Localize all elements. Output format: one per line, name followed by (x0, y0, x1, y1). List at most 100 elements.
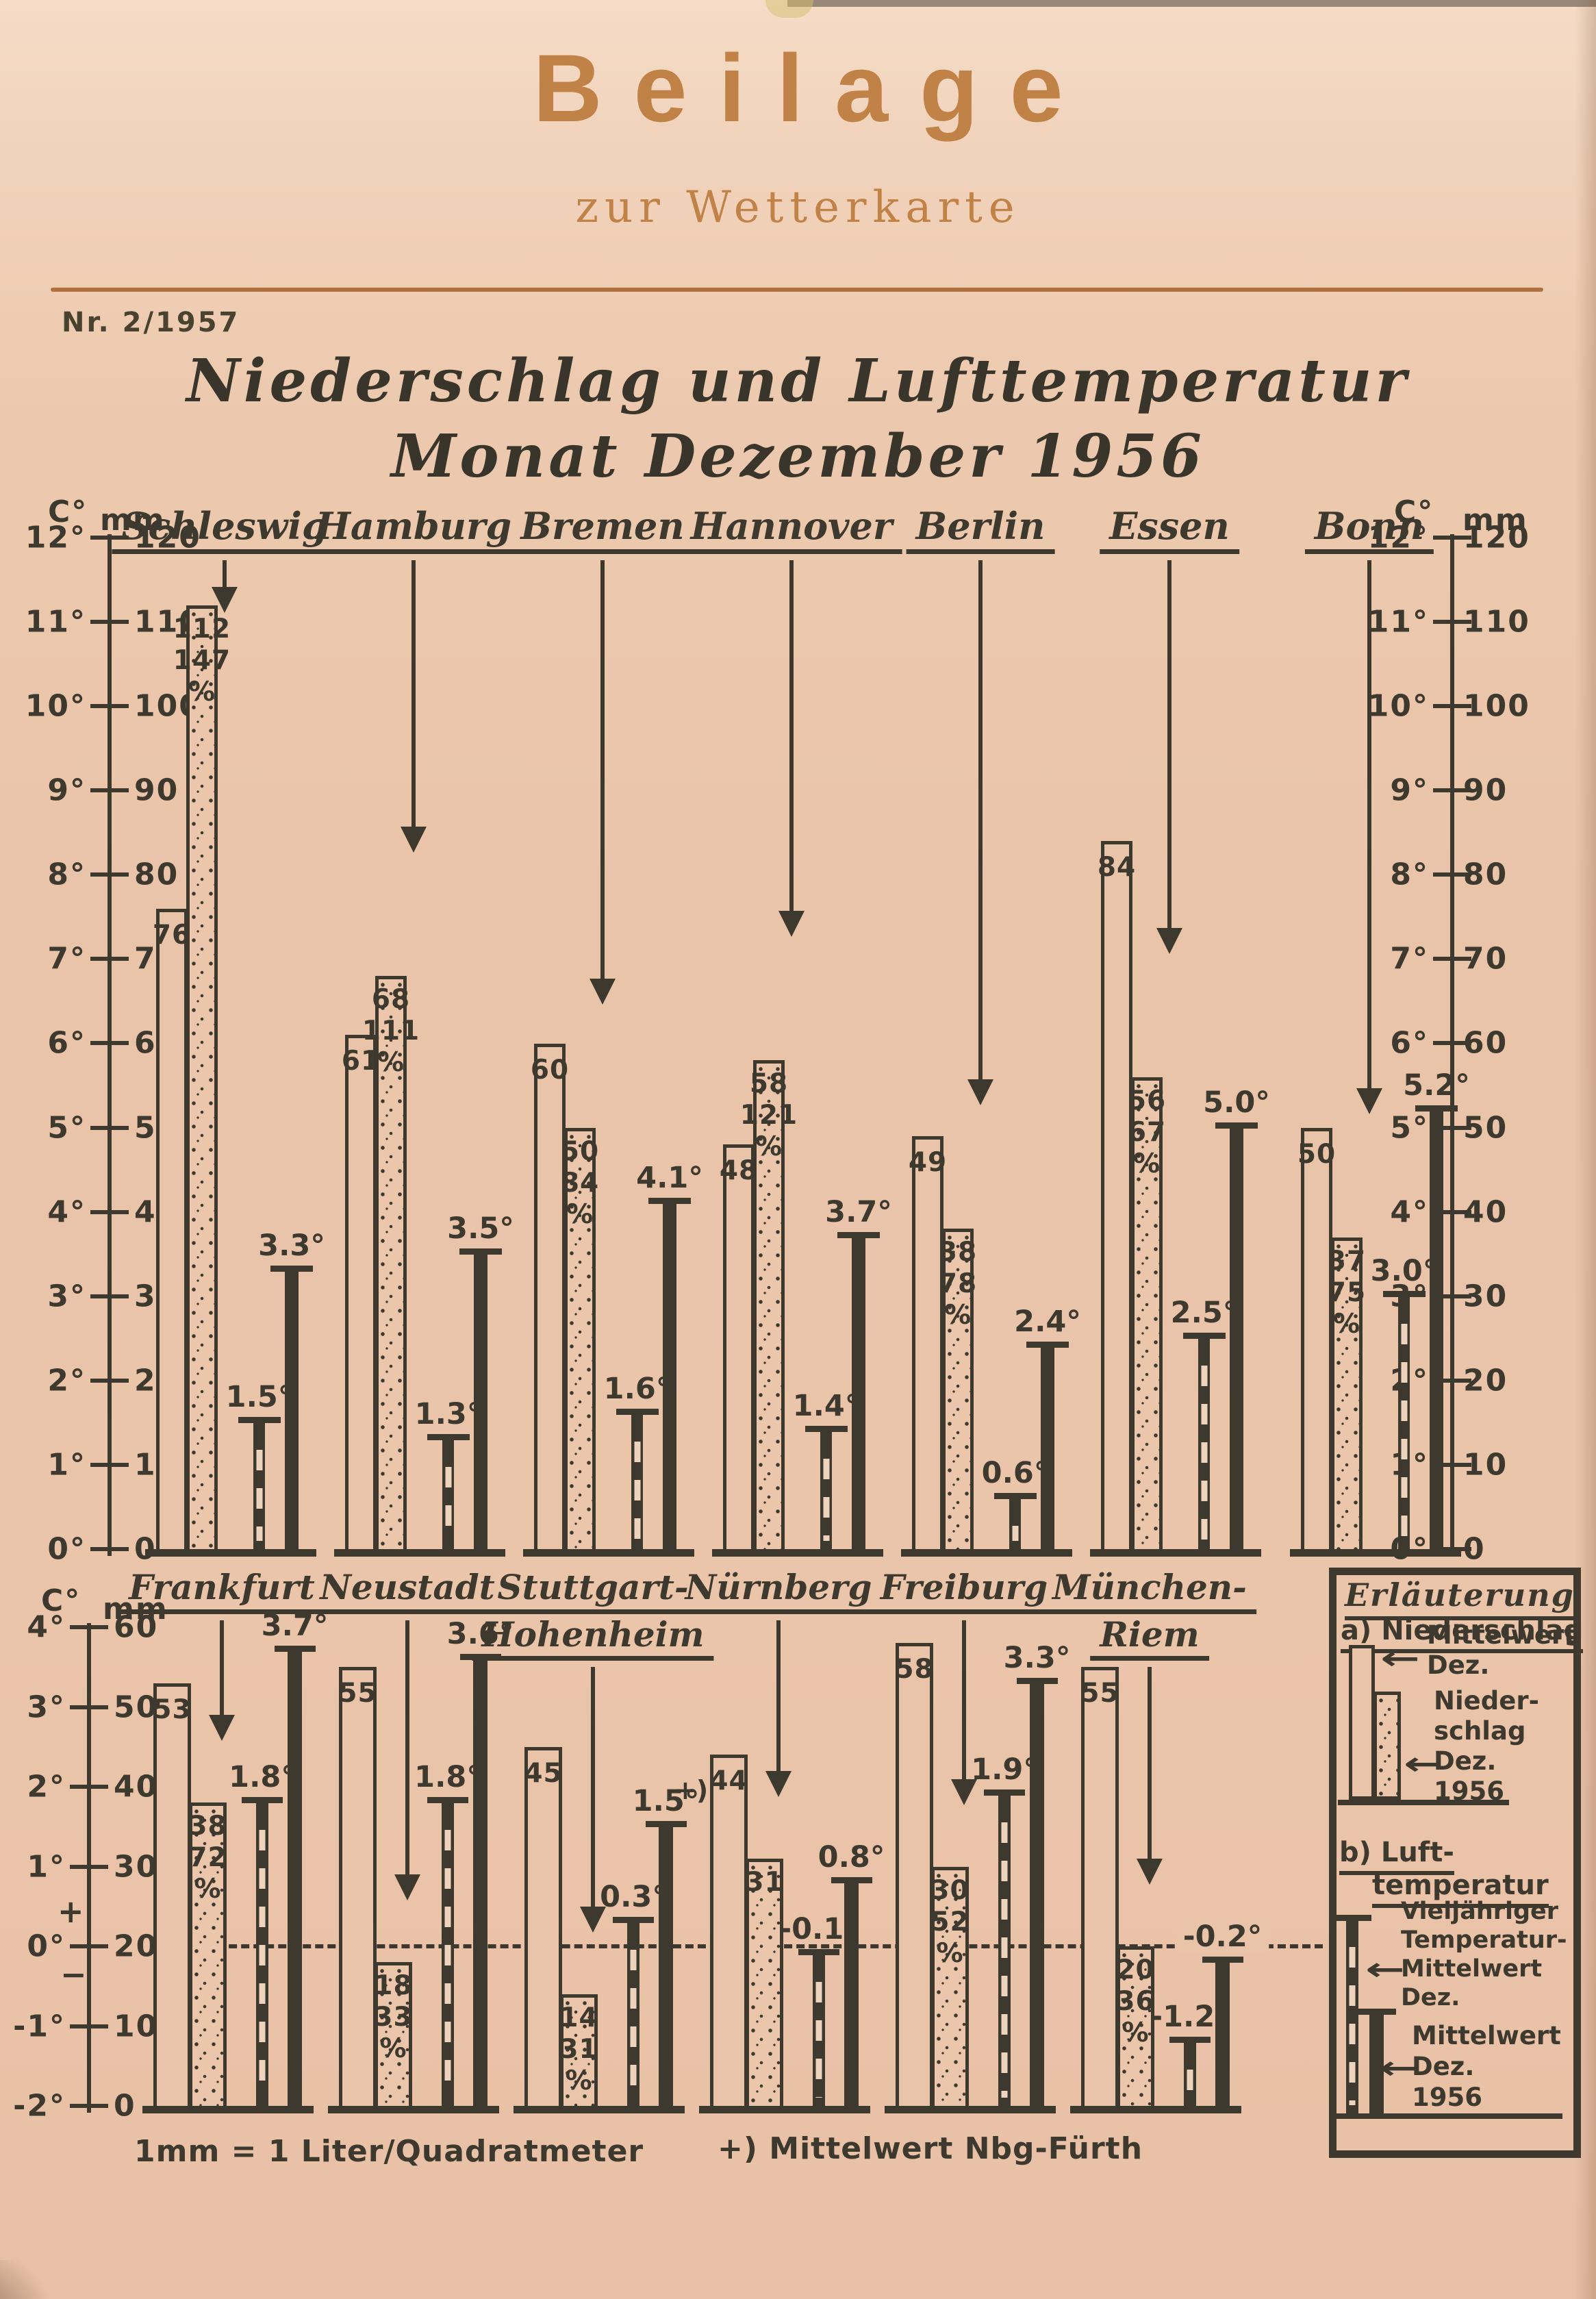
panel0-axis0-mm-unit: mm (100, 503, 166, 538)
neustadt-1956-precip-value: 18 (374, 1970, 413, 2002)
panel1-axis0-temp-tick-label: -1° (13, 2009, 66, 2044)
panel1-axis0-temp-tick-label: 3° (27, 1689, 66, 1724)
nrnberg-pointer-stem (776, 1620, 781, 1771)
nrnberg-mean-precip-bar (710, 1755, 748, 2109)
freiburg-mean-precip-bar (896, 1643, 933, 2109)
legend-arrow-1956-temp: ← (1379, 2049, 1419, 2086)
hamburg-mean-temp-bar (442, 1439, 454, 1549)
panel0-axis0-temp-tick-label: 3° (47, 1279, 86, 1314)
panel0-axis1-mm-tick-label: 80 (1463, 857, 1508, 892)
bonn-pointer-arrowhead (1356, 1088, 1382, 1114)
panel1-axis0-temp-tick-label: -2° (13, 2088, 66, 2124)
schleswig-1956-temp-bar (285, 1270, 299, 1549)
legend-baseline-a (1338, 1800, 1509, 1805)
legend-section-a-heading: a) Niederschlag (1341, 1615, 1584, 1653)
panel0-axis1-mm-tick-label: 20 (1463, 1363, 1508, 1398)
legend-1956-precip-label: Nieder-schlag Dez. 1956 (1434, 1686, 1539, 1806)
panel0-axis1-temp-tick-label: 10° (1367, 688, 1429, 724)
berlin-mean-precip-bar (912, 1135, 943, 1553)
panel0-axis0-tick (90, 1041, 129, 1046)
panel0-axis1-tick (1433, 1546, 1471, 1551)
panel0-axis1-tick (1433, 1378, 1471, 1383)
neustadt-baseline (328, 2106, 499, 2113)
freiburg-1956-precip-bar (931, 1866, 969, 2109)
mnchenriem-1956-precip-pct: 36 (1116, 1986, 1155, 2017)
frankfurt-1956-temp-bar (288, 1650, 302, 2106)
freiburg-pointer-arrowhead (951, 1779, 977, 1805)
essen-pointer-stem (1167, 560, 1171, 928)
neustadt-1956-temp-value: 3.6° (446, 1616, 514, 1651)
nrnberg-city-label: Nürnberg (675, 1567, 882, 1614)
bonn-mean-precip-bar (1301, 1127, 1332, 1553)
scan-artifact-corner-shadow (0, 2260, 68, 2299)
panel0-axis0-temp-tick-label: 1° (47, 1447, 86, 1483)
hannover-mean-temp-cap (805, 1425, 848, 1432)
stuttgarthohenheim-pointer-arrowhead (580, 1906, 606, 1933)
panel0-axis0-tick (90, 536, 129, 540)
bonn-1956-precip-value: 37 (1327, 1245, 1367, 1277)
panel0-axis1-mm-unit: mm (1462, 503, 1528, 538)
scan-artifact-right-edge (1575, 0, 1596, 2299)
bremen-mean-temp-value: 1.6° (603, 1372, 671, 1407)
nrnberg-mean-precip-value: 44 (709, 1766, 748, 1797)
frankfurt-mean-temp-value: 1.8° (229, 1760, 296, 1795)
mnchenriem-1956-precip-pct-sign: % (1122, 2018, 1150, 2048)
neustadt-mean-temp-bar (442, 1802, 454, 2106)
bremen-mean-temp-bar (631, 1414, 643, 1549)
berlin-pointer-arrowhead (967, 1079, 993, 1106)
panel1-axis0-mm-tick-label: 50 (114, 1689, 159, 1724)
berlin-1956-precip-pct-sign: % (943, 1300, 972, 1331)
panel1-axis0-mm-unit: mm (103, 1592, 168, 1626)
hamburg-city-label: Hamburg (305, 504, 522, 554)
frankfurt-pointer-arrowhead (209, 1715, 235, 1742)
panel0-axis0-temp-tick-label: 5° (47, 1110, 86, 1146)
stuttgarthohenheim-1956-precip-value: 14 (559, 2002, 598, 2033)
panel0-axis0-temp-tick-label: 8° (47, 857, 86, 892)
bremen-mean-precip-bar (534, 1043, 566, 1553)
neustadt-1956-precip-pct-sign: % (379, 2033, 407, 2065)
freiburg-mean-precip-value: 58 (895, 1654, 934, 1685)
freiburg-city-label: Freiburg (870, 1567, 1058, 1614)
panel0-axis0-tick (90, 788, 129, 793)
freiburg-1956-temp-bar (1030, 1683, 1044, 2106)
freiburg-mean-temp-cap (984, 1789, 1025, 1796)
nrnberg-baseline (699, 2106, 870, 2113)
essen-1956-temp-value: 5.0° (1203, 1085, 1270, 1120)
nrnberg-footnote-marker: +) (674, 1775, 709, 1806)
hannover-1956-precip-bar (753, 1060, 785, 1553)
nrnberg-pointer-arrowhead (765, 1770, 791, 1797)
mnchenriem-baseline (1070, 2106, 1241, 2113)
panel0-axis1-tick (1433, 1209, 1471, 1214)
hamburg-mean-temp-value: 1.3° (414, 1396, 482, 1431)
berlin-mean-precip-value: 49 (908, 1146, 948, 1178)
schleswig-mean-temp-cap (238, 1417, 281, 1424)
essen-1956-temp-bar (1230, 1127, 1243, 1549)
frankfurt-1956-temp-value: 3.7° (261, 1608, 329, 1643)
mnchenriem-city-label: München- Riem (1043, 1567, 1256, 1661)
essen-pointer-arrowhead (1156, 927, 1182, 954)
bremen-mean-precip-value: 60 (530, 1054, 570, 1085)
legend-mean-temp-cap (1333, 1915, 1371, 1921)
nrnberg-1956-precip-value: 31 (745, 1866, 784, 1898)
schleswig-pointer-arrowhead (212, 587, 238, 613)
panel0-axis1-tick (1433, 1294, 1471, 1298)
mnchenriem-mean-precip-value: 55 (1080, 1678, 1119, 1709)
mnchenriem-1956-temp-value: -0.2° (1176, 1920, 1269, 1955)
panel0-axis0-tick (90, 1546, 129, 1551)
stuttgarthohenheim-mean-temp-bar (627, 1922, 639, 2106)
panel0-axis0-temp-tick-label: 10° (25, 688, 86, 724)
bremen-pointer-stem (600, 560, 605, 979)
footnote-mm-definition: 1mm = 1 Liter/Quadratmeter (134, 2134, 644, 2169)
legend-section-b-heading-2: temperatur (1372, 1870, 1549, 1908)
berlin-mean-temp-bar (1009, 1498, 1021, 1549)
legend-arrow-mean-temp: ← (1365, 1950, 1405, 1987)
panel0-axis1-temp-tick-label: 6° (1390, 1025, 1429, 1061)
neustadt-mean-precip-bar (339, 1667, 377, 2109)
panel0-axis1-mm-tick-label: 10 (1463, 1447, 1508, 1483)
bonn-1956-temp-cap (1415, 1105, 1458, 1111)
essen-1956-precip-bar (1131, 1077, 1163, 1553)
stuttgarthohenheim-pointer-stem (591, 1667, 595, 1907)
stuttgarthohenheim-1956-temp-value: 1.5° (632, 1784, 700, 1819)
